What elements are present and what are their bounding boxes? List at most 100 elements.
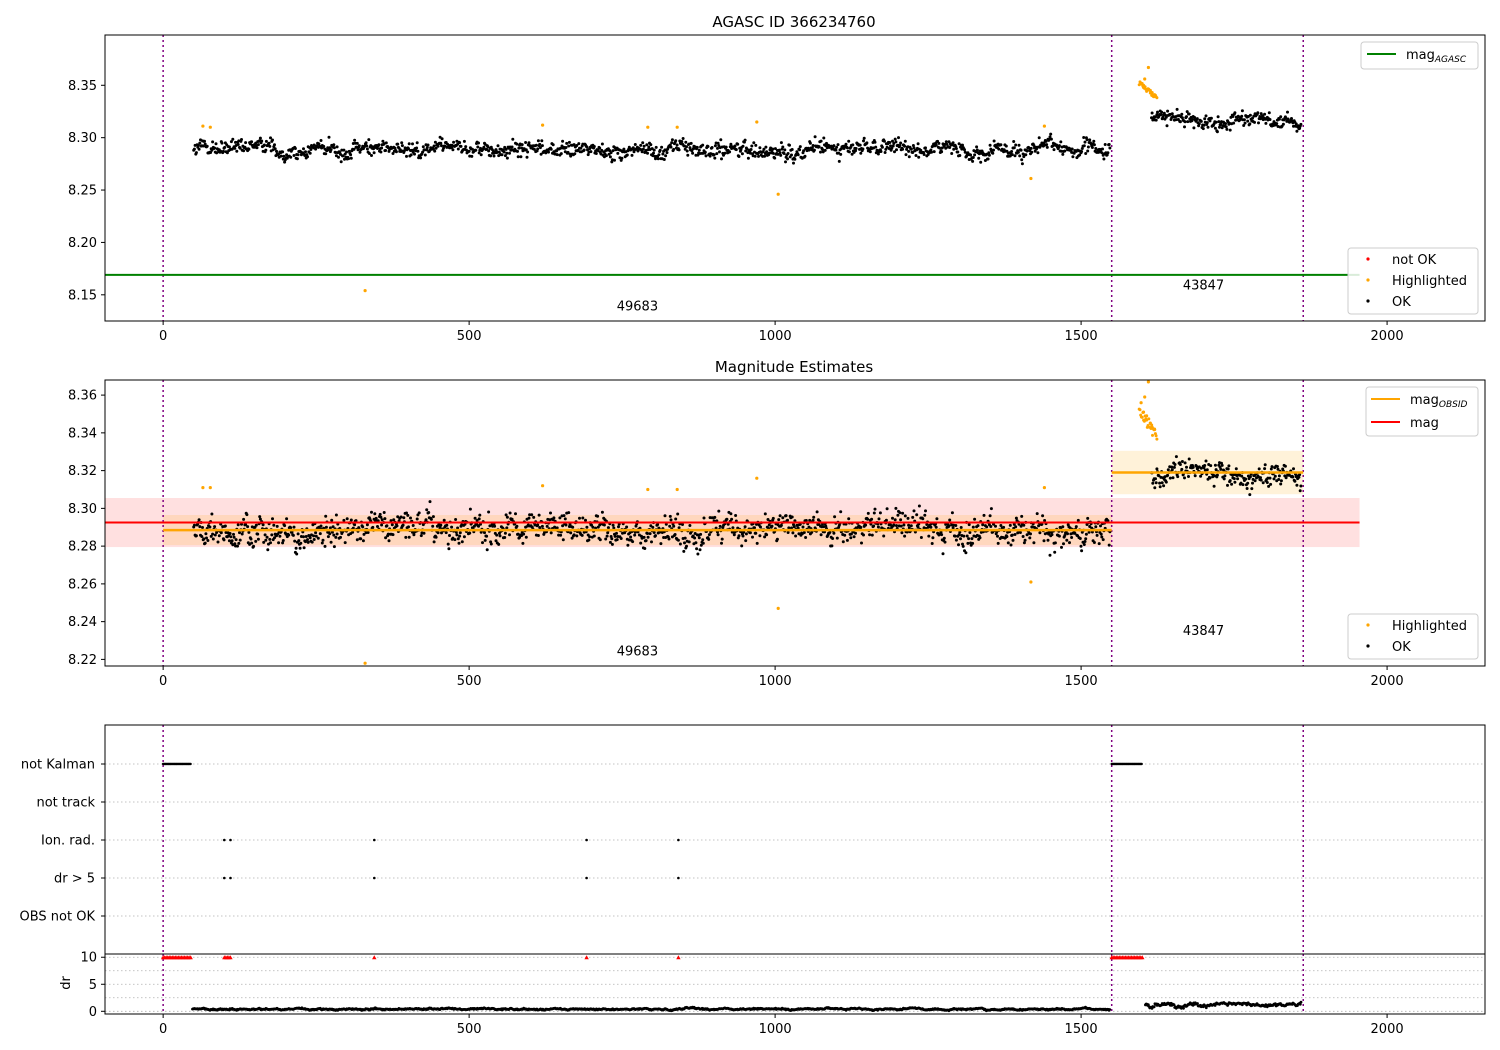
- ok-point: [678, 542, 682, 546]
- ok-point: [281, 150, 285, 154]
- ok-point: [819, 533, 823, 537]
- ok-point: [938, 146, 942, 150]
- ok-point: [371, 525, 375, 529]
- ok-point: [425, 508, 429, 512]
- ok-point: [922, 153, 926, 156]
- ok-point: [482, 145, 486, 149]
- ok-point: [716, 146, 719, 150]
- ok-point: [600, 142, 604, 146]
- ok-point: [1284, 476, 1288, 480]
- ok-point: [505, 156, 509, 160]
- ok-point: [493, 524, 497, 528]
- dr-red-marker: [228, 955, 233, 960]
- ok-point: [415, 141, 419, 145]
- highlighted-point: [1145, 418, 1149, 422]
- ok-point: [907, 155, 911, 159]
- ok-point: [1273, 474, 1277, 478]
- ok-point: [813, 135, 817, 139]
- legend-not-ok-marker: [1366, 257, 1370, 261]
- highlighted-point: [1151, 433, 1154, 437]
- ok-point: [680, 140, 684, 143]
- ok-point: [252, 544, 256, 548]
- ok-point: [639, 143, 643, 147]
- ok-point: [405, 511, 408, 515]
- ok-point: [916, 142, 920, 146]
- ok-point: [1187, 112, 1191, 116]
- ok-point: [316, 536, 320, 540]
- ok-point: [538, 146, 542, 150]
- ok-point: [256, 537, 260, 541]
- ok-point: [893, 137, 897, 141]
- ok-point: [503, 531, 507, 535]
- ok-point: [1101, 147, 1104, 151]
- ok-point: [405, 154, 408, 158]
- ok-point: [957, 142, 961, 146]
- ok-point: [407, 535, 411, 539]
- ok-point: [605, 534, 609, 538]
- ok-point: [229, 140, 233, 144]
- ok-point: [872, 524, 876, 528]
- ok-point: [836, 143, 840, 147]
- ok-point: [1253, 479, 1257, 483]
- ok-point: [750, 144, 754, 148]
- ok-point: [266, 548, 270, 552]
- ok-point: [1277, 117, 1281, 121]
- ok-point: [433, 149, 437, 153]
- ok-point: [1022, 541, 1026, 545]
- ok-point: [1082, 543, 1086, 546]
- ok-point: [991, 151, 995, 155]
- ok-point: [1155, 113, 1159, 117]
- ok-point: [987, 151, 991, 155]
- ok-point: [882, 534, 886, 538]
- ok-point: [1158, 481, 1162, 485]
- ok-point: [1244, 477, 1248, 481]
- ok-point: [563, 517, 567, 521]
- ok-point: [729, 142, 733, 146]
- ok-point: [365, 147, 369, 151]
- ok-point: [258, 517, 262, 521]
- ok-point: [376, 147, 379, 150]
- ok-point: [876, 525, 880, 529]
- ok-point: [492, 154, 496, 158]
- ok-point: [1183, 476, 1186, 480]
- ok-point: [440, 144, 443, 148]
- ok-point: [718, 524, 722, 528]
- ok-point: [359, 537, 363, 541]
- ok-point: [929, 525, 933, 529]
- ok-point: [390, 523, 394, 527]
- ok-point: [699, 543, 703, 547]
- ok-point: [845, 538, 849, 542]
- ok-point: [889, 144, 892, 148]
- ok-point: [321, 538, 325, 542]
- ok-point: [773, 147, 777, 151]
- ok-point: [961, 542, 964, 546]
- ok-point: [895, 524, 898, 528]
- ok-point: [894, 506, 898, 510]
- flag-category-label: not Kalman: [21, 758, 95, 773]
- ok-point: [777, 148, 781, 152]
- ok-point: [1100, 151, 1104, 155]
- ok-point: [497, 150, 501, 154]
- ok-point: [874, 145, 878, 149]
- ok-point: [372, 151, 376, 155]
- ok-point: [585, 145, 589, 149]
- ok-point: [925, 523, 929, 526]
- ok-point: [384, 536, 388, 540]
- ok-point: [402, 516, 406, 520]
- ok-point: [276, 532, 280, 536]
- ok-point: [342, 148, 346, 152]
- ok-point: [409, 153, 413, 157]
- ok-point: [880, 145, 884, 149]
- ok-point: [985, 525, 989, 529]
- ok-point: [569, 531, 573, 535]
- ok-point: [786, 152, 790, 155]
- ok-point: [264, 148, 268, 152]
- ok-point: [1168, 476, 1172, 480]
- ok-point: [644, 539, 648, 543]
- ok-point: [1032, 541, 1036, 545]
- ok-point: [1268, 118, 1272, 121]
- ok-point: [757, 154, 760, 158]
- ok-point: [999, 143, 1003, 147]
- legend-highlighted-marker: [1366, 278, 1370, 282]
